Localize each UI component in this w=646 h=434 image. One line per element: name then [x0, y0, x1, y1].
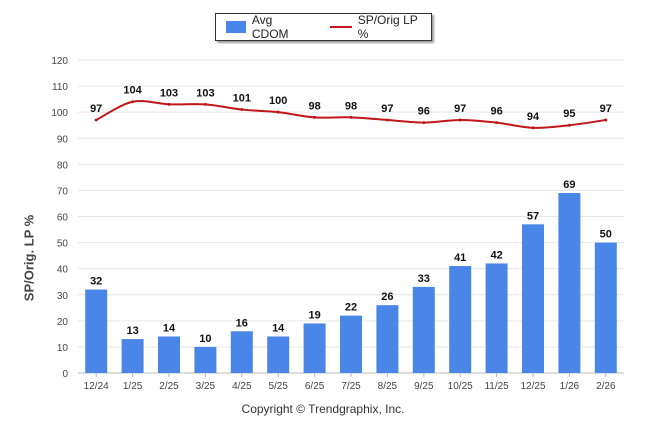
line-value-label: 97 [381, 103, 393, 115]
bar-value-label: 14 [272, 322, 285, 334]
line-value-label: 103 [160, 87, 178, 99]
chart-legend: Avg CDOM SP/Orig LP % [215, 13, 432, 41]
legend-bar-label: Avg CDOM [251, 13, 289, 41]
y-tick-label: 50 [57, 239, 69, 250]
line-point [240, 108, 244, 112]
line-value-label: 95 [563, 108, 575, 120]
legend-line-swatch [329, 26, 352, 28]
bar-value-label: 33 [418, 273, 430, 285]
line-value-label: 98 [345, 100, 357, 112]
bar [121, 339, 144, 373]
y-tick-label: 70 [57, 186, 69, 197]
x-tick-label: 6/25 [305, 381, 325, 392]
line-value-label: 96 [418, 106, 430, 118]
y-tick-label: 20 [57, 317, 69, 328]
x-tick-label: 7/25 [341, 381, 361, 392]
line-point [495, 121, 499, 125]
line-point [458, 118, 462, 122]
bar [558, 193, 581, 373]
line-value-label: 97 [454, 103, 466, 115]
bar-value-label: 41 [454, 252, 466, 264]
line-value-label: 97 [90, 103, 102, 115]
x-tick-label: 12/24 [84, 381, 109, 392]
x-tick-label: 11/25 [484, 381, 509, 392]
legend-item-line[interactable]: SP/Orig LP % [329, 13, 431, 41]
legend-item-bar[interactable]: Avg CDOM [226, 13, 312, 41]
x-tick-label: 12/25 [520, 381, 545, 392]
bar [340, 315, 362, 373]
line-point [276, 110, 280, 114]
bar [449, 266, 472, 373]
bar-value-label: 13 [126, 325, 138, 337]
bar-value-label: 50 [600, 229, 612, 241]
line-point [531, 126, 535, 130]
bar [522, 224, 544, 373]
bar-value-label: 32 [90, 276, 102, 288]
bar [594, 242, 617, 373]
y-tick-label: 60 [57, 213, 69, 224]
line-point [604, 118, 608, 122]
line-value-label: 97 [600, 103, 612, 115]
bar-value-label: 10 [199, 333, 211, 345]
bar [376, 305, 399, 373]
y-tick-label: 120 [51, 56, 68, 67]
line-point [385, 118, 389, 122]
bar-value-label: 42 [490, 249, 502, 261]
line-point [131, 100, 135, 104]
bar [85, 289, 108, 373]
y-tick-label: 10 [57, 343, 69, 354]
line-point [313, 115, 317, 119]
y-tick-label: 0 [62, 369, 68, 380]
x-tick-label: 10/25 [448, 381, 473, 392]
line-value-label: 94 [527, 111, 540, 123]
bar-value-label: 14 [163, 322, 176, 334]
line-value-label: 96 [490, 106, 502, 118]
bar [267, 336, 290, 373]
bar [412, 286, 435, 373]
bar-value-label: 16 [236, 317, 248, 329]
y-tick-label: 90 [57, 134, 69, 145]
bar [230, 331, 253, 373]
x-tick-label: 3/25 [196, 381, 216, 392]
line-value-label: 104 [123, 85, 142, 97]
x-tick-label: 2/26 [596, 381, 616, 392]
y-tick-label: 30 [57, 291, 69, 302]
line-point [422, 121, 426, 125]
bar-value-label: 69 [563, 179, 575, 191]
line-point [203, 102, 207, 106]
line-point [567, 123, 571, 127]
y-tick-label: 40 [57, 265, 69, 276]
line-value-label: 103 [196, 87, 214, 99]
x-tick-label: 2/25 [159, 381, 179, 392]
x-tick-label: 1/26 [560, 381, 580, 392]
line-point [349, 115, 353, 119]
x-tick-label: 8/25 [378, 381, 398, 392]
x-tick-label: 1/25 [123, 381, 143, 392]
bar [158, 336, 180, 373]
y-tick-label: 100 [51, 108, 68, 119]
bar-value-label: 19 [308, 309, 320, 321]
line-value-label: 98 [308, 100, 320, 112]
line-value-label: 100 [269, 95, 287, 107]
line-value-label: 101 [233, 93, 251, 105]
y-tick-label: 80 [57, 160, 69, 171]
copyright-text: Copyright © Trendgraphix, Inc. [241, 402, 405, 416]
legend-line-label: SP/Orig LP % [357, 13, 418, 41]
y-axis-title: SP/Orig. LP % [21, 214, 37, 302]
x-tick-label: 5/25 [268, 381, 288, 392]
bar-value-label: 26 [381, 291, 393, 303]
bar [485, 263, 508, 373]
y-tick-label: 110 [52, 82, 68, 93]
x-tick-label: 9/25 [414, 381, 434, 392]
bar [194, 346, 217, 373]
x-tick-label: 4/25 [232, 381, 252, 392]
bar [303, 323, 326, 373]
line-point [94, 118, 98, 122]
bar-value-label: 57 [527, 210, 539, 222]
legend-bar-swatch [226, 21, 246, 33]
bar-value-label: 22 [345, 302, 357, 314]
line-point [167, 102, 171, 106]
